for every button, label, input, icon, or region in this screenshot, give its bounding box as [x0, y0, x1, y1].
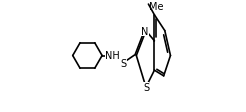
- Text: Me: Me: [149, 2, 164, 12]
- Text: S: S: [120, 58, 126, 68]
- Text: N: N: [141, 26, 149, 36]
- Text: NH: NH: [105, 51, 120, 61]
- Text: S: S: [143, 82, 149, 92]
